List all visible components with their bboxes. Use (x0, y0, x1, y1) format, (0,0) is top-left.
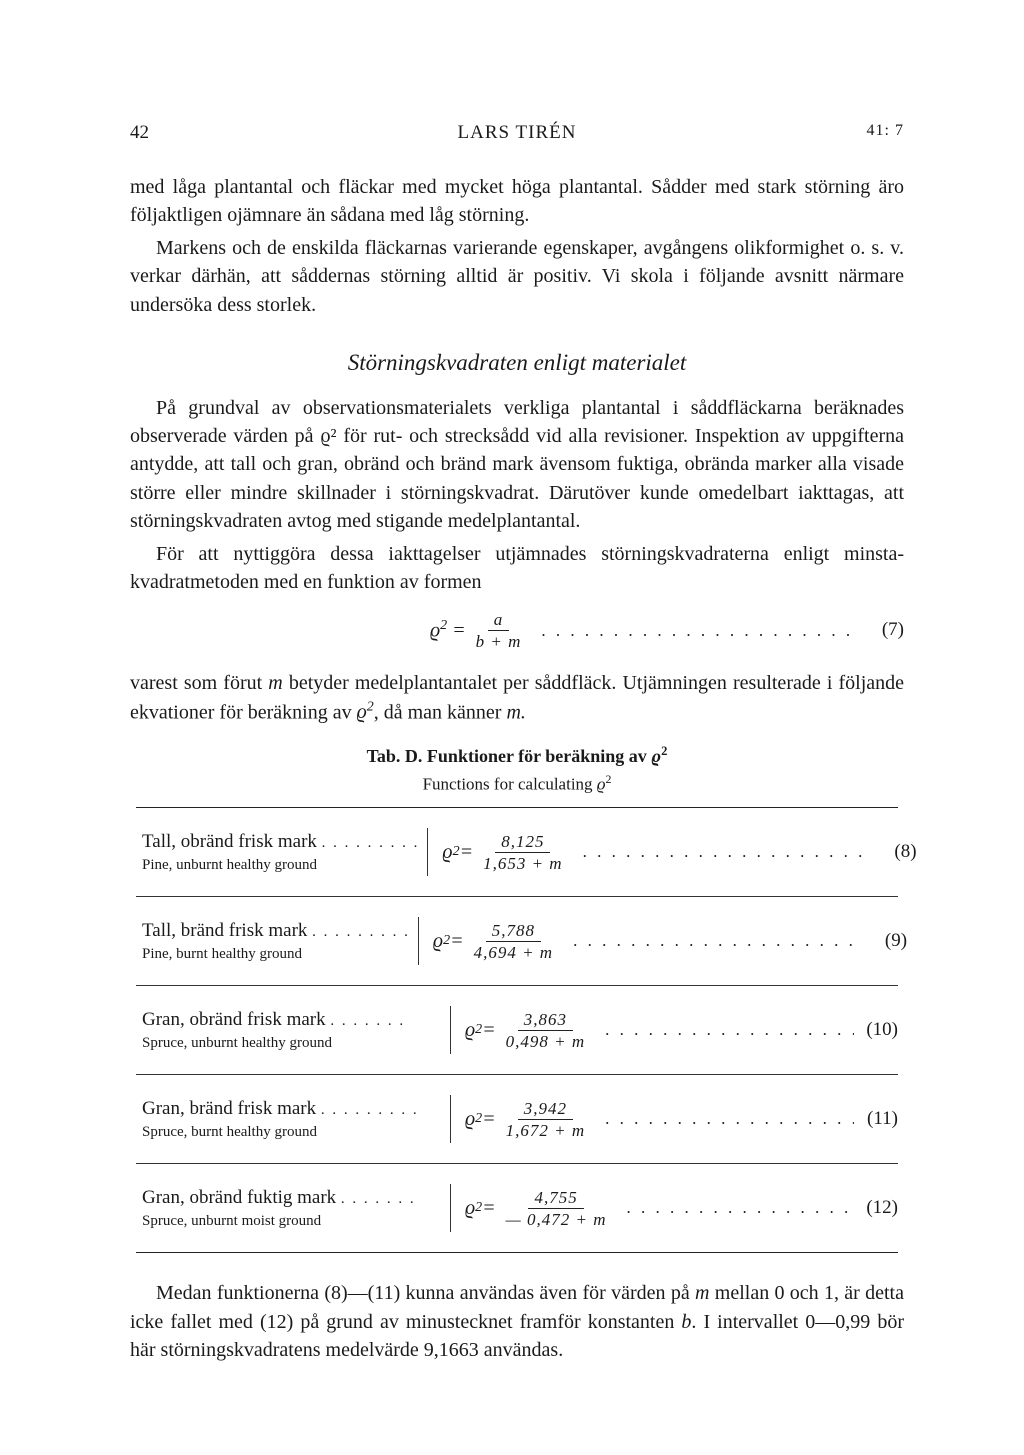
row1-ref: (9) (863, 928, 907, 955)
row-equation: ϱ2 = 5,7884,694 + m . . . . . . . . . . … (419, 921, 907, 962)
row4-den: — 0,472 + m (500, 1209, 613, 1229)
row-equation: ϱ2 = 8,1251,653 + m . . . . . . . . . . … (428, 832, 916, 873)
table-caption-bold: Tab. D. Funktioner för beräkning av (367, 746, 652, 766)
eq7-lhs: ϱ2 = (430, 616, 466, 645)
p6-bconst: b (681, 1311, 691, 1333)
table-subcaption: Functions for calculating ϱ2 (130, 771, 904, 797)
p5-part-a: varest som förut (130, 672, 268, 694)
table-d: Tall, obränd frisk mark . . . . . . . . … (136, 807, 898, 1253)
row-label: Gran, bränd frisk mark . . . . . . . . .… (136, 1095, 451, 1144)
row4-main: Gran, obränd fuktig mark (142, 1187, 336, 1208)
page-author: LARS TIRÉN (190, 120, 844, 147)
row2-num: 3,863 (518, 1010, 573, 1031)
row4-num: 4,755 (528, 1188, 583, 1209)
row1-main: Tall, bränd frisk mark (142, 920, 307, 941)
table-row: Gran, bränd frisk mark . . . . . . . . .… (136, 1074, 898, 1163)
row3-main: Gran, bränd frisk mark (142, 1098, 316, 1119)
row-equation: ϱ2 = 3,8630,498 + m . . . . . . . . . . … (451, 1010, 898, 1051)
p5-part-c: , då man känner (374, 701, 507, 723)
table-caption: Tab. D. Funktioner för beräkning av ϱ2 (130, 743, 904, 770)
p6-a: Medan funktionerna (8)—(11) kunna använd… (156, 1282, 695, 1304)
row4-sub: Spruce, unburnt moist ground (142, 1212, 442, 1231)
row1-num: 5,788 (486, 921, 541, 942)
row3-ref: (11) (854, 1106, 898, 1133)
equation-7-body: ϱ2 = a b + m (430, 610, 531, 651)
row-equation: ϱ2 = 4,755— 0,472 + m . . . . . . . . . … (451, 1188, 898, 1229)
row4-ref: (12) (854, 1195, 898, 1222)
table-row: Tall, bränd frisk mark . . . . . . . . .… (136, 896, 898, 985)
row-equation: ϱ2 = 3,9421,672 + m . . . . . . . . . . … (451, 1099, 898, 1140)
paragraph-2: Markens och de enskilda fläckarnas varie… (130, 234, 904, 319)
row-label: Tall, bränd frisk mark . . . . . . . . .… (136, 917, 419, 966)
row0-main: Tall, obränd frisk mark (142, 831, 317, 852)
p5-rho2: ϱ2 (357, 701, 374, 723)
paragraph-5: varest som förut m betyder medelplantant… (130, 669, 904, 726)
paragraph-1: med låga plantantal och fläckar med myck… (130, 173, 904, 230)
eq7-ref: (7) (860, 617, 904, 644)
row2-eqdots: . . . . . . . . . . . . . . . . . . . . (595, 1018, 854, 1042)
paragraph-4: För att nyttiggöra dessa iakttagelser ut… (130, 540, 904, 597)
page-header: 42 LARS TIRÉN 41: 7 (130, 120, 904, 147)
p5-m2: m. (506, 701, 525, 723)
row2-ref: (10) (854, 1017, 898, 1044)
section-title: Störningskvadraten enligt materialet (130, 347, 904, 380)
paragraph-3: På grundval av observationsmaterialets v… (130, 394, 904, 536)
eq7-num: a (488, 610, 510, 631)
table-row: Gran, obränd frisk mark . . . . . . . Sp… (136, 985, 898, 1074)
row1-dots: . . . . . . . . . (312, 924, 410, 940)
row1-den: 4,694 + m (468, 942, 560, 962)
row2-den: 0,498 + m (500, 1031, 592, 1051)
table-subcaption-text: Functions for calculating (423, 775, 597, 794)
row0-ref: (8) (873, 839, 917, 866)
row4-eqdots: . . . . . . . . . . . . . . . . . . . . (617, 1196, 854, 1220)
row3-dots: . . . . . . . . . (321, 1102, 419, 1118)
row-label: Gran, obränd fuktig mark . . . . . . . S… (136, 1184, 451, 1233)
row3-eqdots: . . . . . . . . . . . . . . . . . . . . (595, 1107, 854, 1131)
page-number: 42 (130, 120, 190, 147)
row0-num: 8,125 (495, 832, 550, 853)
eq7-fraction: a b + m (470, 610, 528, 651)
paragraph-6: Medan funktionerna (8)—(11) kunna använd… (130, 1279, 904, 1364)
row0-den: 1,653 + m (477, 853, 569, 873)
row-label: Tall, obränd frisk mark . . . . . . . . … (136, 828, 428, 877)
page: 42 LARS TIRÉN 41: 7 med låga plantantal … (0, 0, 1024, 1455)
eq7-den: b + m (470, 631, 528, 651)
table-row: Tall, obränd frisk mark . . . . . . . . … (136, 808, 898, 896)
p5-m: m (268, 672, 282, 694)
eq7-dots: . . . . . . . . . . . . . . . . . . . . … (531, 619, 860, 643)
row2-main: Gran, obränd frisk mark (142, 1009, 326, 1030)
row4-dots: . . . . . . . (341, 1191, 416, 1207)
row3-num: 3,942 (518, 1099, 573, 1120)
page-header-right: 41: 7 (844, 120, 904, 147)
row1-sub: Pine, burnt healthy ground (142, 945, 410, 964)
row3-den: 1,672 + m (500, 1120, 592, 1140)
equation-7: ϱ2 = a b + m . . . . . . . . . . . . . .… (130, 610, 904, 651)
row2-dots: . . . . . . . (330, 1013, 405, 1029)
row0-dots: . . . . . . . . . (322, 835, 420, 851)
row-label: Gran, obränd frisk mark . . . . . . . Sp… (136, 1006, 451, 1055)
row0-sub: Pine, unburnt healthy ground (142, 856, 419, 875)
table-row: Gran, obränd fuktig mark . . . . . . . S… (136, 1163, 898, 1252)
row1-eqdots: . . . . . . . . . . . . . . . . . . . . … (563, 929, 863, 953)
row3-sub: Spruce, burnt healthy ground (142, 1123, 442, 1142)
p6-m: m (695, 1282, 709, 1304)
row2-sub: Spruce, unburnt healthy ground (142, 1034, 442, 1053)
row0-eqdots: . . . . . . . . . . . . . . . . . . . . … (573, 840, 873, 864)
